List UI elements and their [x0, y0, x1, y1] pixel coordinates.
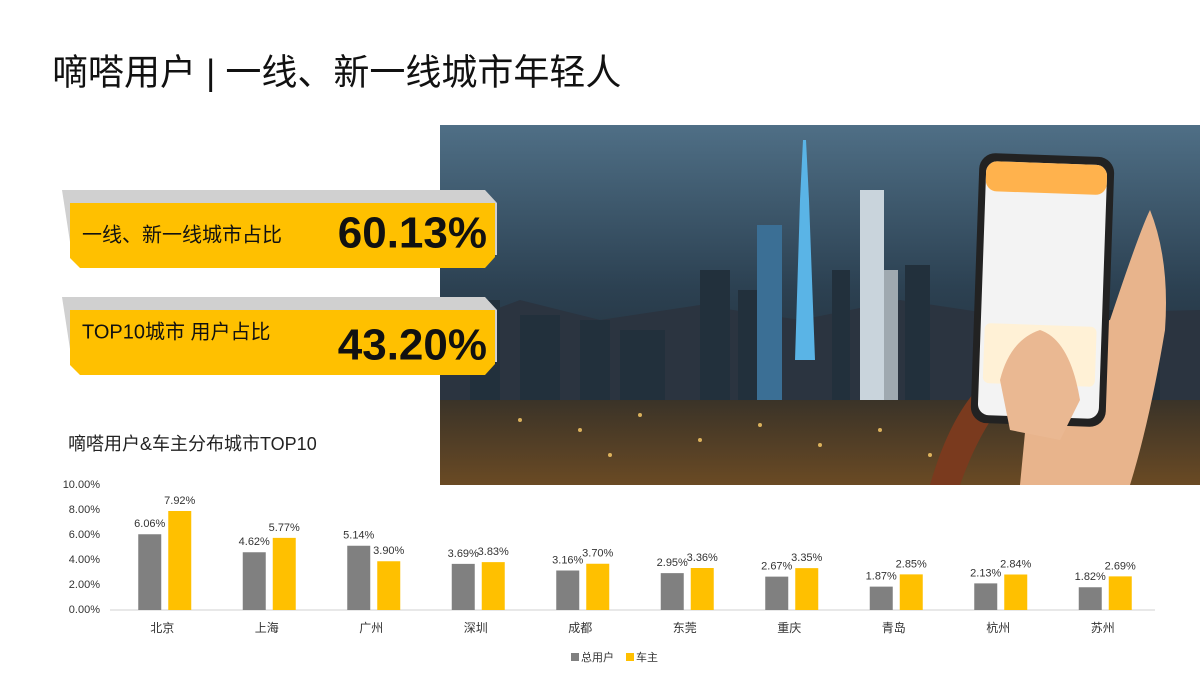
stat-label: 一线、新一线城市占比 — [82, 223, 282, 246]
stat-value: 60.13% — [338, 209, 487, 258]
value-label: 3.83% — [478, 546, 509, 558]
stat-box: 一线、新一线城市占比 60.13% — [62, 190, 497, 268]
x-tick-label: 杭州 — [986, 620, 1010, 635]
bar — [168, 511, 192, 610]
bar — [481, 562, 505, 610]
value-label: 2.95% — [657, 557, 688, 569]
x-tick-label: 广州 — [359, 621, 383, 635]
value-label: 3.90% — [373, 545, 404, 557]
stat-box: TOP10城市 用户占比 43.20% — [62, 297, 497, 375]
y-tick-label: 0.00% — [69, 604, 100, 616]
y-tick-label: 4.00% — [69, 554, 100, 566]
bar — [586, 563, 610, 610]
y-tick-label: 6.00% — [69, 529, 100, 541]
x-tick-label: 重庆 — [777, 621, 801, 635]
city-photo — [440, 125, 1200, 485]
bar — [1078, 587, 1102, 610]
value-label: 3.69% — [448, 548, 479, 560]
bar — [765, 576, 789, 610]
legend-swatch — [571, 653, 579, 661]
legend-label: 车主 — [636, 650, 658, 664]
bar — [451, 563, 475, 610]
value-label: 2.67% — [761, 561, 792, 573]
stat-label: TOP10城市 用户占比 — [82, 320, 271, 343]
y-tick-label: 10.00% — [63, 479, 101, 491]
value-label: 5.14% — [343, 530, 374, 542]
value-label: 3.16% — [552, 554, 583, 566]
bar — [1108, 576, 1132, 610]
value-label: 4.62% — [239, 536, 270, 548]
chart: 0.00% 2.00% 4.00% 6.00% 8.00% 10.00% 北京 6.06% 7.… — [63, 479, 1155, 664]
bar — [138, 534, 162, 610]
bar — [690, 568, 714, 610]
value-label: 2.84% — [1000, 558, 1031, 570]
value-label: 2.69% — [1105, 560, 1136, 572]
value-label: 2.85% — [896, 558, 927, 570]
bar — [272, 537, 296, 610]
x-tick-label: 青岛 — [882, 620, 906, 635]
slide-title: 嘀嗒用户 | 一线、新一线城市年轻人 — [52, 52, 621, 93]
value-label: 2.13% — [970, 567, 1001, 579]
value-label: 7.92% — [164, 495, 195, 507]
value-label: 6.06% — [134, 518, 165, 530]
bar — [660, 573, 684, 610]
bar — [242, 552, 266, 610]
bar — [377, 561, 401, 610]
y-tick-label: 8.00% — [69, 504, 100, 516]
value-label: 1.82% — [1075, 571, 1106, 583]
x-tick-label: 深圳 — [464, 621, 488, 635]
value-label: 3.35% — [791, 552, 822, 564]
value-label: 5.77% — [269, 522, 300, 534]
bar — [869, 586, 893, 610]
legend-swatch — [626, 653, 634, 661]
chart-title: 嘀嗒用户&车主分布城市TOP10 — [68, 434, 317, 454]
x-tick-label: 苏州 — [1091, 621, 1115, 635]
x-tick-label: 东莞 — [673, 621, 697, 635]
legend-label: 总用户 — [581, 650, 614, 664]
x-tick-label: 成都 — [568, 621, 592, 635]
value-label: 3.36% — [687, 552, 718, 564]
bar — [347, 545, 371, 610]
bar — [1004, 574, 1028, 610]
bar — [974, 583, 998, 610]
value-label: 1.87% — [866, 571, 897, 583]
x-tick-label: 北京 — [150, 621, 174, 635]
x-tick-label: 上海 — [255, 620, 279, 635]
y-tick-label: 2.00% — [69, 579, 100, 591]
bar — [899, 574, 923, 610]
stat-value: 43.20% — [338, 321, 487, 370]
value-label: 3.70% — [582, 548, 613, 560]
bar — [556, 570, 580, 610]
bar — [795, 568, 819, 610]
